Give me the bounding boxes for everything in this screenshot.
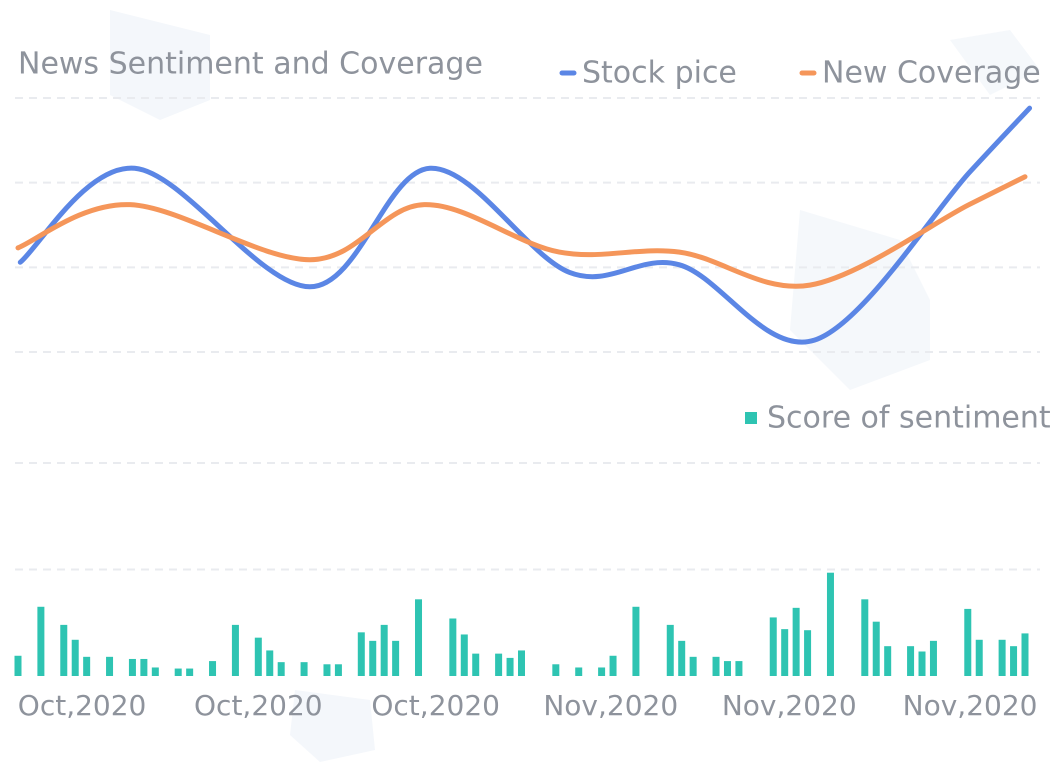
bar [266, 650, 274, 676]
legend-label: New Coverage [822, 56, 1041, 91]
bar [14, 655, 22, 676]
bar [929, 640, 937, 676]
bar [975, 639, 983, 676]
bar [792, 607, 800, 676]
bar [392, 640, 400, 676]
bar [174, 668, 182, 676]
bar [415, 599, 423, 676]
bar [323, 664, 331, 676]
bar [106, 656, 114, 676]
bar [735, 661, 743, 676]
bar [666, 624, 674, 676]
bar [575, 667, 583, 676]
line [17, 105, 1033, 345]
chart-title: News Sentiment and Coverage [18, 47, 483, 82]
bar [861, 599, 869, 676]
bar [907, 646, 915, 676]
background-shape [110, 10, 210, 120]
bar [151, 667, 159, 676]
bar [495, 653, 503, 676]
bar [826, 572, 834, 676]
bar [804, 630, 812, 676]
bar [609, 655, 617, 676]
bar [334, 664, 342, 676]
bar [231, 624, 239, 676]
bar [678, 640, 686, 676]
background-shape [790, 210, 930, 390]
x-tick-label: Oct,2020 [18, 689, 147, 722]
legend-label: Score of sentiment [767, 401, 1051, 436]
bar [918, 651, 926, 676]
background-shape [290, 690, 375, 762]
bar [449, 618, 457, 676]
bar [209, 661, 217, 676]
line [15, 174, 1028, 289]
bar [277, 662, 285, 676]
x-tick-label: Nov,2020 [543, 689, 678, 722]
x-tick-label: Nov,2020 [903, 689, 1038, 722]
bar [723, 661, 731, 676]
bar [254, 637, 262, 676]
bar [128, 658, 136, 676]
bar [872, 621, 880, 676]
bar [83, 656, 91, 676]
bar [369, 640, 377, 676]
bar [506, 657, 514, 676]
bar [1010, 646, 1018, 676]
bar [964, 608, 972, 676]
bar [472, 653, 480, 676]
x-tick-label: Nov,2020 [722, 689, 857, 722]
bar [769, 617, 777, 676]
legend-label: Stock pice [582, 56, 737, 91]
bar [1021, 633, 1029, 676]
legend-swatch [745, 412, 757, 424]
bar [552, 664, 560, 676]
bar [37, 606, 45, 676]
bar [632, 606, 640, 676]
bar [712, 656, 720, 676]
background-shape [950, 30, 1040, 95]
bar [357, 632, 365, 676]
bar [518, 650, 525, 676]
x-tick-label: Oct,2020 [371, 689, 500, 722]
bar [186, 668, 194, 676]
bar [689, 656, 697, 676]
bar [380, 624, 388, 676]
bar [598, 667, 606, 676]
bar [781, 629, 789, 676]
bar [998, 639, 1006, 676]
bar [460, 634, 468, 676]
bar [884, 646, 892, 676]
bar [140, 658, 148, 676]
x-tick-label: Oct,2020 [194, 689, 323, 722]
bar [60, 624, 68, 676]
bar [71, 639, 79, 676]
bar [300, 662, 308, 676]
